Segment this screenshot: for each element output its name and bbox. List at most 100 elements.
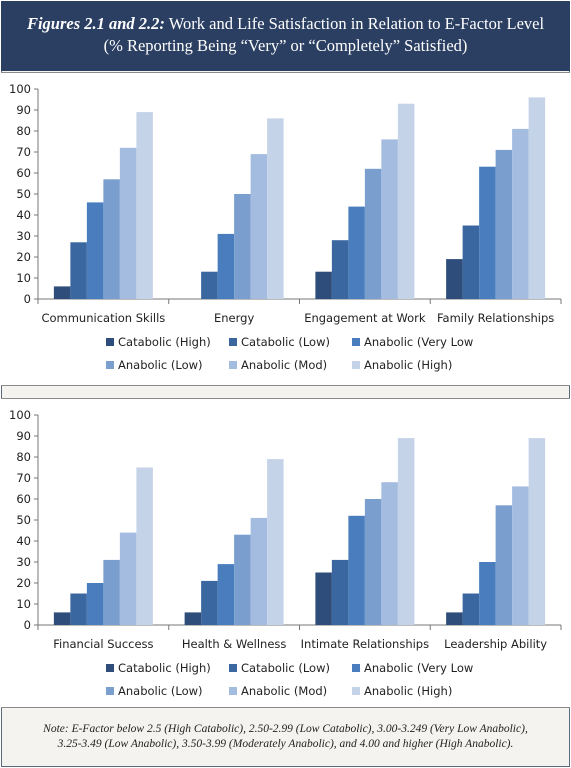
bar xyxy=(217,564,235,625)
legend-swatch xyxy=(106,687,114,695)
bar xyxy=(103,559,120,625)
y-tick-label: 30 xyxy=(16,229,31,243)
legend-swatch xyxy=(352,361,360,369)
figure-subtitle: (% Reporting Being “Very” or “Completely… xyxy=(103,36,468,55)
bar xyxy=(397,103,415,299)
bar-chart-2: 0 10 20 30 40 50 60 70 80 90 100 Financial Success H… xyxy=(9,408,562,698)
legend-label: Anabolic (Mod) xyxy=(241,358,327,372)
figure-title-text: Work and Life Satisfaction in Relation t… xyxy=(164,14,545,33)
y-tick-label: 60 xyxy=(16,166,31,180)
bar xyxy=(364,168,382,299)
bar xyxy=(201,271,218,299)
legend-label: Anabolic (Mod) xyxy=(241,684,327,698)
figure-title: Figures 2.1 and 2.2: Work and Life Satis… xyxy=(1,13,570,35)
y-tick-label: 30 xyxy=(16,555,31,569)
y-tick-label: 50 xyxy=(16,513,31,527)
bar xyxy=(331,559,349,625)
y-tick-label: 0 xyxy=(24,292,31,306)
bar xyxy=(70,593,87,625)
y-tick-label: 20 xyxy=(16,250,31,264)
legend-label: Catabolic (Low) xyxy=(241,661,330,675)
bar xyxy=(528,438,546,625)
category-label: Family Relationships xyxy=(437,311,554,325)
category-label: Leadership Ability xyxy=(444,637,547,651)
bar xyxy=(267,118,284,300)
legend-swatch xyxy=(229,338,237,346)
legend-label: Catabolic (High) xyxy=(118,335,211,349)
category-label: Health & Wellness xyxy=(182,637,287,651)
bar xyxy=(119,147,137,299)
legend-swatch xyxy=(229,361,237,369)
figure-header: Figures 2.1 and 2.2: Work and Life Satis… xyxy=(1,1,570,71)
bar xyxy=(528,97,546,300)
footnote-line-2: 3.25-3.49 (Low Anabolic), 3.50-3.99 (Mod… xyxy=(57,738,514,750)
bar xyxy=(250,154,268,299)
y-tick-label: 60 xyxy=(16,492,31,506)
bar xyxy=(250,517,268,625)
y-tick-label: 100 xyxy=(9,408,31,422)
footnote-line-1: Note: E-Factor below 2.5 (High Catabolic… xyxy=(43,723,528,735)
legend-label: Anabolic (Very Low xyxy=(364,661,473,675)
y-tick-label: 80 xyxy=(16,450,31,464)
bar xyxy=(331,240,349,299)
bar xyxy=(234,534,251,625)
y-tick-label: 0 xyxy=(24,618,31,632)
category-label: Energy xyxy=(214,311,254,325)
legend-swatch xyxy=(106,361,114,369)
bar xyxy=(397,438,415,625)
bar xyxy=(348,515,365,625)
y-tick-label: 40 xyxy=(16,208,31,222)
bar xyxy=(381,482,398,625)
bar xyxy=(234,194,251,299)
legend-swatch xyxy=(106,664,114,672)
legend-label: Anabolic (Low) xyxy=(118,684,203,698)
legend-swatch xyxy=(106,338,114,346)
y-tick-label: 100 xyxy=(9,82,31,96)
y-tick-label: 40 xyxy=(16,534,31,548)
bar-chart-1: 0 10 20 30 40 50 60 70 80 90 100 Communication Skil… xyxy=(9,82,562,372)
chart-panel-2: 0 10 20 30 40 50 60 70 80 90 100 Financial Success H… xyxy=(1,398,570,708)
bar xyxy=(103,179,120,299)
bar xyxy=(479,166,496,299)
legend-label: Catabolic (Low) xyxy=(241,335,330,349)
legend-label: Anabolic (High) xyxy=(364,684,452,698)
bar xyxy=(86,583,104,625)
category-label: Intimate Relationships xyxy=(301,637,429,651)
category-label: Engagement at Work xyxy=(304,311,426,325)
bar xyxy=(136,112,153,299)
bar xyxy=(184,612,202,625)
legend-label: Catabolic (High) xyxy=(118,661,211,675)
legend-swatch xyxy=(229,664,237,672)
legend-swatch xyxy=(352,338,360,346)
legend-swatch xyxy=(352,687,360,695)
bar xyxy=(512,486,529,625)
category-label: Financial Success xyxy=(53,637,153,651)
legend-label: Anabolic (High) xyxy=(364,358,452,372)
bar xyxy=(512,128,529,299)
y-tick-label: 50 xyxy=(16,187,31,201)
bar xyxy=(53,286,71,299)
bar xyxy=(381,139,398,299)
bar xyxy=(495,149,513,299)
y-tick-label: 10 xyxy=(16,271,31,285)
bar xyxy=(136,467,153,625)
y-tick-label: 90 xyxy=(16,103,31,117)
footnote: Note: E-Factor below 2.5 (High Catabolic… xyxy=(10,722,561,752)
legend-swatch xyxy=(229,687,237,695)
bar xyxy=(201,580,218,625)
bar xyxy=(53,612,71,625)
bar xyxy=(315,572,332,625)
bar xyxy=(119,532,137,625)
bar xyxy=(86,202,104,299)
bar xyxy=(462,225,480,299)
bar xyxy=(217,233,235,299)
chart-panel-1: 0 10 20 30 40 50 60 70 80 90 100 Communication Skil… xyxy=(1,72,570,386)
y-tick-label: 70 xyxy=(16,471,31,485)
y-tick-label: 20 xyxy=(16,576,31,590)
bar xyxy=(479,562,496,625)
bar xyxy=(495,505,513,625)
figure-title-label: Figures 2.1 and 2.2: xyxy=(26,14,165,33)
y-tick-label: 70 xyxy=(16,145,31,159)
legend-swatch xyxy=(352,664,360,672)
bar xyxy=(364,499,382,625)
